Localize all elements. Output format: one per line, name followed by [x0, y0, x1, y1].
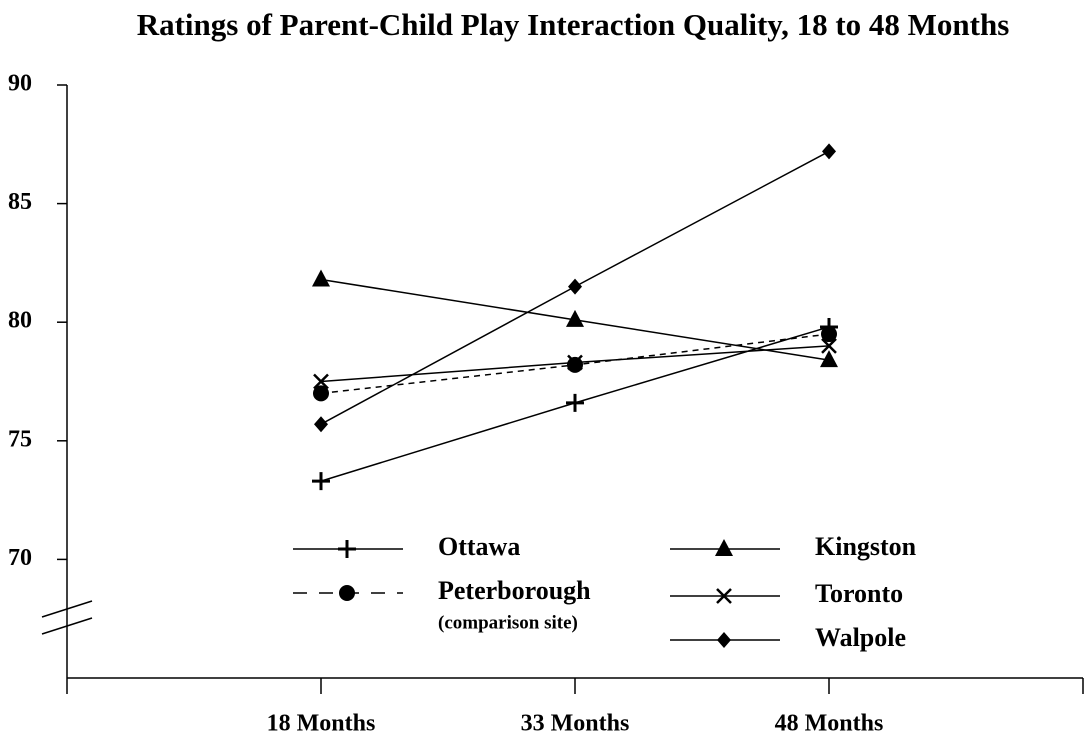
marker [820, 350, 838, 368]
y-tick-label: 85 [8, 189, 32, 215]
marker [313, 373, 329, 390]
y-tick-label: 80 [8, 308, 32, 334]
marker [313, 385, 329, 402]
marker [314, 416, 328, 433]
x-tick-label: 33 Months [521, 711, 630, 737]
y-tick-label: 75 [8, 426, 32, 452]
legend-note: (comparison site) [438, 612, 578, 633]
x-tick-label: 18 Months [267, 711, 376, 737]
legend-label: Peterborough [438, 576, 591, 605]
marker [567, 356, 583, 373]
marker [566, 393, 584, 412]
chart-title: Ratings of Parent-Child Play Interaction… [137, 7, 1010, 42]
marker [339, 585, 355, 601]
marker [821, 338, 837, 354]
marker [312, 269, 330, 287]
legend-label: Ottawa [438, 532, 520, 561]
marker [568, 278, 582, 295]
marker [821, 326, 837, 343]
legend-label: Toronto [815, 579, 903, 608]
marker [338, 540, 356, 558]
axis-break [41, 600, 93, 618]
y-tick-label: 70 [8, 545, 32, 571]
x-tick-label: 48 Months [775, 711, 884, 737]
legend-label: Walpole [815, 623, 906, 652]
marker [715, 539, 733, 556]
marker [566, 309, 584, 327]
axis-break [41, 617, 93, 635]
marker [312, 472, 330, 491]
marker [567, 354, 583, 371]
marker [717, 632, 731, 648]
legend-label: Kingston [815, 532, 917, 561]
marker [716, 588, 732, 604]
y-tick-label: 90 [8, 71, 32, 97]
marker [822, 143, 836, 160]
